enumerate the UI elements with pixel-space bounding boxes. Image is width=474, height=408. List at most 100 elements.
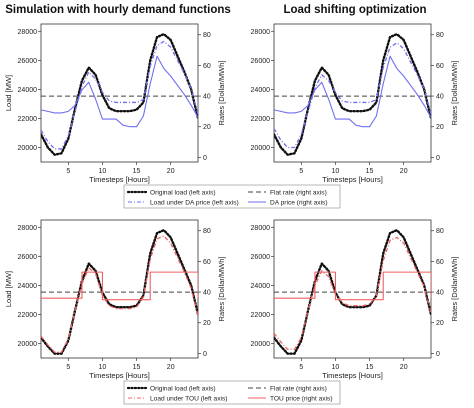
x-tick-label: 15 <box>366 168 374 175</box>
y-axis-label: Load [MW] <box>4 75 13 111</box>
y2-tick-label: 40 <box>436 94 444 101</box>
y-tick-label: 20000 <box>251 341 271 348</box>
chart-bottom-left: 5 10 15 20 20000 22000 24000 26000 28000 0 20 40 60 8… <box>4 219 226 380</box>
legend-label-flat: Flat rate (right axis) <box>270 385 327 392</box>
legend-label-shifted: Load under DA price (left axis) <box>150 199 239 206</box>
y-tick-label: 22000 <box>251 312 271 319</box>
x-tick-label: 20 <box>400 364 408 371</box>
y-tick-label: 20000 <box>18 341 38 348</box>
y-tick-label: 24000 <box>251 87 271 94</box>
y2-tick-label: 40 <box>436 290 444 297</box>
y2-axis-label: Rates [Dollar/MWh] <box>217 256 226 321</box>
legend-label-original: Original load (left axis) <box>150 385 216 392</box>
y2-tick-label: 20 <box>203 320 211 327</box>
y-tick-label: 28000 <box>18 225 38 232</box>
y2-axis-label: Rates [Dollar/MWh] <box>450 256 459 321</box>
x-tick-label: 5 <box>66 364 70 371</box>
legend-label-price: DA price (right axis) <box>270 199 328 206</box>
y-tick-label: 26000 <box>18 58 38 65</box>
x-axis-label: Timesteps [Hours] <box>89 175 150 184</box>
y-tick-label: 24000 <box>251 283 271 290</box>
x-tick-label: 10 <box>99 364 107 371</box>
plot-frame <box>273 23 432 163</box>
plot-frame <box>273 219 432 359</box>
y-axis-label: Load [MW] <box>4 271 13 307</box>
y2-tick-label: 0 <box>203 155 207 162</box>
legend-label-flat: Flat rate (right axis) <box>270 189 327 196</box>
x-axis-label: Timesteps [Hours] <box>322 175 383 184</box>
y2-tick-label: 20 <box>436 320 444 327</box>
y2-tick-label: 60 <box>436 259 444 266</box>
chart-top-right: 5 10 15 20 20000 22000 24000 26000 28000 0 20 40 60 8… <box>251 23 459 184</box>
series-line-original-load-left-axis <box>274 228 431 355</box>
legend-top: Original load (left axis) Flat rate (righ… <box>123 184 341 209</box>
series-line-load-under-tou-left-axis <box>41 235 198 353</box>
legend-label-original: Original load (left axis) <box>150 189 216 196</box>
y-tick-label: 22000 <box>251 116 271 123</box>
y-tick-label: 26000 <box>251 58 271 65</box>
y2-tick-label: 20 <box>203 124 211 131</box>
y2-tick-label: 0 <box>436 155 440 162</box>
y-tick-label: 24000 <box>18 87 38 94</box>
x-axis-label: Timesteps [Hours] <box>89 371 150 380</box>
y2-tick-label: 80 <box>436 32 444 39</box>
series-line-original-load-left-axis <box>274 32 431 156</box>
y2-tick-label: 80 <box>203 32 211 39</box>
series-line-original-load-left-axis <box>41 228 198 355</box>
y2-tick-label: 40 <box>203 290 211 297</box>
series-line-load-under-tou-left-axis <box>274 236 431 350</box>
x-tick-label: 10 <box>332 168 340 175</box>
legend-bottom: Original load (left axis) Flat rate (righ… <box>123 380 341 405</box>
y-tick-label: 24000 <box>18 283 38 290</box>
title-left: Simulation with hourly demand functions <box>5 4 231 16</box>
y-tick-label: 28000 <box>251 225 271 232</box>
x-tick-label: 15 <box>133 364 141 371</box>
x-tick-label: 5 <box>299 364 303 371</box>
x-tick-label: 10 <box>332 364 340 371</box>
series-line-da-price-right-axis <box>41 55 198 128</box>
chart-top-left: 5 10 15 20 20000 22000 24000 26000 28000 0 20 40 60 8… <box>4 23 226 184</box>
y2-tick-label: 20 <box>436 124 444 131</box>
x-tick-label: 5 <box>299 168 303 175</box>
y-tick-label: 26000 <box>18 254 38 261</box>
series-line-load-under-da-price-left-axis <box>41 40 198 150</box>
y2-tick-label: 60 <box>203 259 211 266</box>
x-tick-label: 5 <box>66 168 70 175</box>
y-tick-label: 22000 <box>18 312 38 319</box>
series-line-tou-price-right-axis <box>274 271 431 301</box>
y2-axis-label: Rates [Dollar/MWh] <box>450 60 459 125</box>
x-tick-label: 20 <box>167 364 175 371</box>
x-tick-label: 20 <box>400 168 408 175</box>
legend-box <box>123 184 341 209</box>
plot-frame <box>40 219 199 359</box>
chart-bottom-right: 5 10 15 20 20000 22000 24000 26000 28000 0 20 40 60 8… <box>251 219 459 380</box>
legends: Original load (left axis) Flat rate (righ… <box>123 184 341 405</box>
y2-tick-label: 60 <box>436 63 444 70</box>
x-tick-label: 15 <box>133 168 141 175</box>
legend-box <box>123 380 341 405</box>
y-tick-label: 22000 <box>18 116 38 123</box>
title-right: Load shifting optimization <box>283 4 426 16</box>
x-axis-label: Timesteps [Hours] <box>322 371 383 380</box>
y-tick-label: 28000 <box>18 29 38 36</box>
legend-label-shifted: Load under TOU (left axis) <box>150 395 227 402</box>
y2-tick-label: 40 <box>203 94 211 101</box>
y2-tick-label: 0 <box>436 351 440 358</box>
panels: 5 10 15 20 20000 22000 24000 26000 28000 0 20 40 60 8… <box>4 23 459 380</box>
series-line-original-load-left-axis <box>41 32 198 156</box>
series-line-load-under-da-price-left-axis <box>274 42 431 149</box>
plot-frame <box>40 23 199 163</box>
y2-tick-label: 60 <box>203 63 211 70</box>
x-tick-label: 20 <box>167 168 175 175</box>
series-line-da-price-right-axis <box>274 55 431 128</box>
y-tick-label: 20000 <box>18 145 38 152</box>
y-tick-label: 26000 <box>251 254 271 261</box>
y2-tick-label: 80 <box>436 228 444 235</box>
y-tick-label: 20000 <box>251 145 271 152</box>
x-tick-label: 10 <box>99 168 107 175</box>
y-tick-label: 28000 <box>251 29 271 36</box>
legend-label-price: TOU price (right axis) <box>270 395 333 402</box>
y2-tick-label: 80 <box>203 228 211 235</box>
y2-axis-label: Rates [Dollar/MWh] <box>217 60 226 125</box>
